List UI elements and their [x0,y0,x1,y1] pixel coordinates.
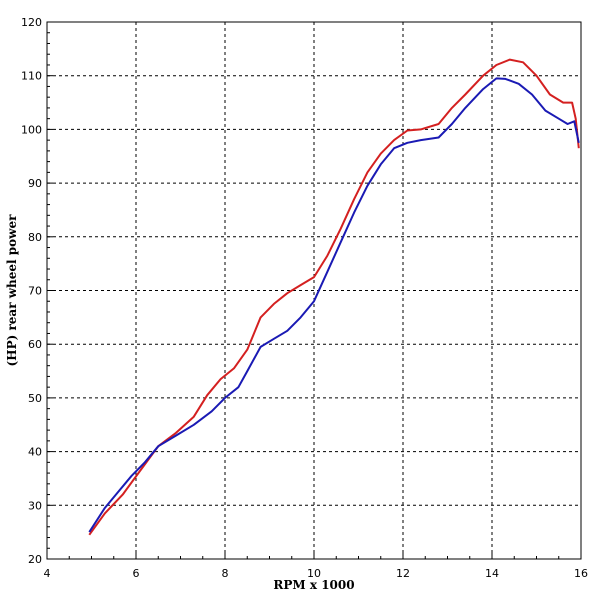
x-tick-label: 14 [485,567,499,580]
x-tick-label: 6 [133,567,140,580]
series-line-1 [88,58,580,536]
y-axis-title: (HP) rear wheel power [5,214,19,367]
y-tick-label: 70 [28,285,42,298]
y-tick-label: 90 [28,177,42,190]
y-tick-label: 30 [28,499,42,512]
y-tick-label: 120 [21,16,42,29]
series-lines [88,58,580,536]
x-tick-labels: 4 6 8 10 12 14 16 [44,567,589,580]
x-tick-label: 10 [307,567,321,580]
y-tick-label: 80 [28,231,42,244]
plot-frame [46,21,582,560]
y-tick-label: 50 [28,392,42,405]
y-tick-label: 40 [28,446,42,459]
x-tick-label: 4 [44,567,51,580]
x-tick-label: 12 [396,567,410,580]
x-tick-label: 8 [222,567,229,580]
y-tick-labels: 20 30 40 50 60 70 80 90 100 110 120 [21,16,42,566]
y-tick-label: 100 [21,123,42,136]
x-tick-label: 16 [574,567,588,580]
x-axis-title: RPM x 1000 [273,578,354,592]
y-tick-label: 60 [28,338,42,351]
y-tick-label: 110 [21,70,42,83]
grid-lines [47,22,581,559]
y-tick-label: 20 [28,553,42,566]
series-line-2 [88,77,580,533]
